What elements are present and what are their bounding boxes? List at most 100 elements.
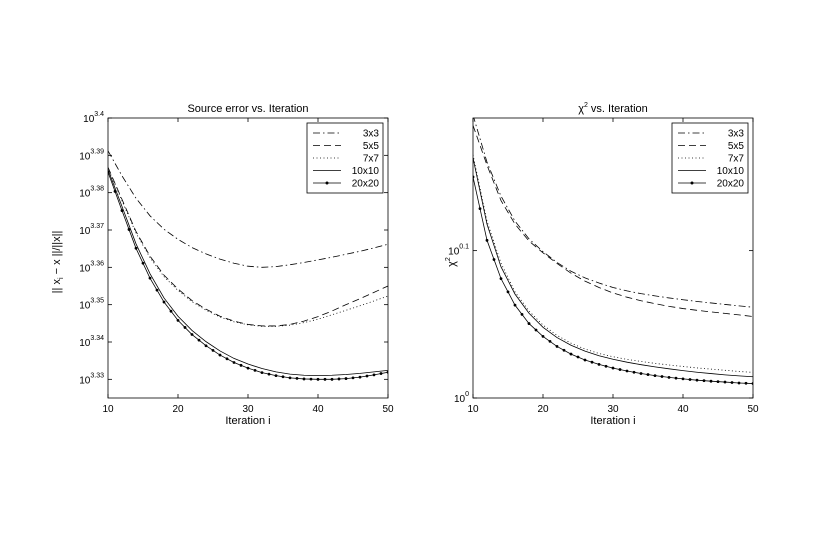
y-label-chi: χ	[446, 261, 458, 267]
y-tick-label: 103.38	[79, 186, 104, 200]
series-point-20x20	[323, 377, 327, 381]
series-point-20x20	[386, 370, 388, 374]
y-tick-exponent: 3.38	[90, 186, 104, 193]
y-label-superscript: 2	[445, 257, 452, 261]
title-chi: χ	[578, 103, 584, 115]
series-point-20x20	[295, 377, 299, 380]
series-point-20x20	[155, 288, 159, 292]
series-point-20x20	[604, 364, 608, 368]
legend-marker	[325, 181, 329, 185]
series-point-20x20	[190, 333, 194, 336]
series-point-20x20	[337, 377, 341, 381]
series-point-20x20	[576, 355, 580, 359]
series-line-7x7	[108, 167, 388, 327]
series-point-20x20	[506, 290, 510, 294]
series-point-20x20	[197, 338, 201, 342]
series-point-20x20	[134, 246, 138, 250]
x-tick-label: 10	[102, 404, 114, 415]
series-point-20x20	[555, 345, 559, 348]
legend-label: 20x20	[717, 179, 745, 190]
y-tick-label: 100	[454, 391, 469, 405]
y-tick-base: 10	[79, 151, 91, 162]
series-point-20x20	[618, 368, 622, 371]
series-point-20x20	[267, 372, 271, 376]
series-point-20x20	[274, 374, 278, 377]
series-point-20x20	[688, 378, 692, 381]
series-point-20x20	[211, 349, 215, 352]
x-tick-label: 20	[172, 404, 184, 415]
series-group	[108, 150, 388, 381]
y-tick-label: 103.4	[83, 111, 104, 125]
series-group	[473, 118, 753, 385]
series-point-20x20	[162, 300, 166, 304]
series-point-20x20	[639, 372, 643, 375]
series-point-20x20	[674, 376, 678, 380]
series-point-20x20	[485, 238, 489, 242]
series-point-20x20	[316, 377, 320, 381]
series-point-20x20	[169, 309, 173, 313]
series-point-20x20	[590, 360, 594, 364]
series-point-20x20	[702, 379, 706, 383]
series-point-20x20	[562, 348, 566, 352]
y-label-subscript: i	[58, 277, 65, 279]
series-line-20x20	[108, 171, 388, 380]
y-tick-label: 103.33	[79, 372, 104, 386]
series-point-20x20	[548, 340, 552, 343]
legend-label: 20x20	[352, 179, 380, 190]
legend-label: 5x5	[728, 141, 745, 152]
series-point-20x20	[527, 322, 531, 325]
series-point-20x20	[141, 261, 145, 265]
y-tick-label: 103.39	[79, 148, 104, 162]
y-tick-base: 10	[79, 226, 91, 237]
series-line-3x3	[473, 118, 753, 308]
series-point-20x20	[351, 376, 355, 380]
series-point-20x20	[108, 170, 110, 174]
x-tick-label: 10	[467, 404, 479, 415]
x-tick-label: 40	[677, 404, 689, 415]
series-point-20x20	[751, 382, 753, 385]
legend-label: 3x3	[363, 129, 380, 140]
x-tick-label: 50	[382, 404, 394, 415]
series-point-20x20	[113, 189, 117, 193]
x-tick-label: 20	[537, 404, 549, 415]
series-point-20x20	[583, 358, 587, 362]
series-point-20x20	[302, 377, 306, 381]
legend-label: 5x5	[363, 141, 380, 152]
x-tick-label: 40	[312, 404, 324, 415]
series-point-20x20	[309, 377, 313, 381]
series-point-20x20	[597, 363, 601, 366]
series-point-20x20	[730, 381, 734, 384]
chi-squared-chart: χ2 vs. Iteration Iteration i χ2 10 20 30 40…	[445, 102, 759, 427]
series-point-20x20	[541, 335, 545, 338]
series-point-20x20	[716, 380, 720, 384]
source-error-chart: Source error vs. Iteration Iteration i |…	[51, 103, 394, 427]
x-tick-label: 50	[747, 404, 759, 415]
y-tick-exponent: 3.33	[90, 372, 104, 379]
series-line-10x10	[108, 169, 388, 377]
y-axis-label: || xi − x ||/||x||	[51, 231, 65, 294]
series-point-20x20	[667, 375, 671, 379]
series-point-20x20	[499, 277, 503, 281]
y-tick-base: 10	[79, 301, 91, 312]
series-point-20x20	[492, 258, 496, 261]
legend-label: 10x10	[352, 166, 380, 177]
series-point-20x20	[148, 276, 152, 280]
svg-text:|| xi − x ||/||x||: || xi − x ||/||x||	[51, 231, 65, 294]
title-rest: vs. Iteration	[588, 103, 648, 115]
title-superscript: 2	[584, 102, 588, 109]
series-point-20x20	[478, 207, 482, 211]
series-point-20x20	[365, 374, 369, 378]
series-point-20x20	[653, 374, 657, 377]
series-point-20x20	[695, 378, 699, 382]
y-tick-base: 10	[79, 189, 91, 200]
series-point-20x20	[744, 381, 748, 385]
series-point-20x20	[660, 375, 664, 378]
y-tick-label: 103.35	[79, 298, 104, 312]
series-point-20x20	[569, 352, 573, 356]
series-point-20x20	[232, 361, 236, 364]
series-point-20x20	[709, 379, 713, 383]
y-tick-base: 10	[79, 338, 91, 349]
chart-title: Source error vs. Iteration	[187, 103, 308, 115]
